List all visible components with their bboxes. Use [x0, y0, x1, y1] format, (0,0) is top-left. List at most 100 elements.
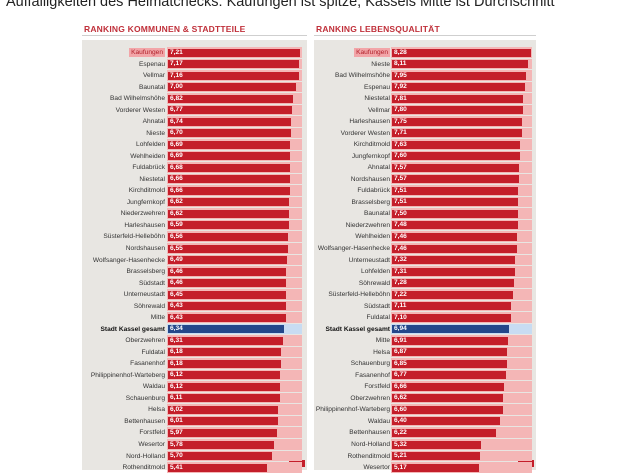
category-label: Fuldabrück — [132, 164, 165, 172]
category-label: Niestetal — [364, 95, 390, 103]
chart-row: Kaufungen 8,28 — [314, 47, 536, 59]
value-label: 6,91 — [394, 336, 407, 344]
category-label: Rothenditmold — [347, 452, 390, 460]
chart-row: Oberzwehren 6,31 — [82, 335, 307, 347]
category-label: Unterneustadt — [348, 256, 390, 264]
chart-row: Kirchditmold 6,66 — [82, 185, 307, 197]
chart-row: Lohfelden 6,69 — [82, 139, 307, 151]
chart-title: RANKING KOMMUNEN & STADTTEILE — [84, 24, 246, 34]
bar: 7,22 — [392, 290, 514, 299]
category-label: Nieste — [146, 129, 165, 137]
value-label: 6,18 — [170, 359, 183, 367]
category-label: Forstfeld — [364, 383, 390, 391]
category-label: Fuldatal — [141, 348, 165, 356]
bar: 6,62 — [168, 198, 290, 207]
category-label: Oberzwehren — [125, 337, 165, 345]
bar: 6,12 — [168, 371, 280, 380]
category-label: Wolfsanger-Hasenhecke — [92, 256, 165, 264]
bar: 7,00 — [168, 83, 297, 92]
chart-row: Philippinenhof-Warteberg 6,12 — [82, 369, 307, 382]
bar: 5,32 — [392, 440, 482, 449]
chart-row: Nieste 6,70 — [82, 127, 307, 140]
bar: 7,95 — [392, 71, 526, 80]
category-label: Niestetal — [139, 175, 165, 183]
value-label: 7,95 — [394, 71, 407, 79]
category-label: Süsterfeld-Helleböhn — [328, 291, 390, 299]
bar: 5,78 — [168, 440, 274, 449]
chart-row: Nordshausen 6,55 — [82, 243, 307, 255]
category-label: Wesertor — [363, 464, 390, 472]
bar: 6,77 — [392, 371, 506, 380]
category-label: Nordshausen — [350, 175, 390, 183]
value-label: 6,82 — [170, 94, 183, 102]
bar: 6,62 — [168, 209, 290, 218]
value-label: 6,60 — [394, 405, 407, 413]
chart-row: Rothenditmold 5,21 — [314, 450, 536, 463]
chart-row: Forstfeld 6,66 — [314, 381, 536, 393]
category-label: Niederzwehren — [345, 221, 390, 229]
category-label: Forstfeld — [139, 429, 165, 437]
value-label: 7,28 — [394, 279, 407, 287]
chart-row: Südstadt 7,11 — [314, 300, 536, 313]
bar: 6,59 — [168, 221, 289, 230]
category-label: Espenau — [363, 83, 390, 91]
bar: 6,85 — [392, 359, 508, 368]
category-label: Ahnatal — [367, 164, 390, 172]
bar: 6,70 — [168, 129, 291, 138]
value-label: 7,57 — [394, 163, 407, 171]
bar: 5,17 — [392, 463, 479, 472]
value-label: 6,46 — [170, 279, 183, 287]
chart-row: Bad Wilhelmshöhe 7,95 — [314, 70, 536, 82]
category-label: Schauenburg — [125, 394, 165, 402]
value-label: 5,41 — [170, 463, 183, 471]
value-label: 6,46 — [170, 267, 183, 275]
chart-row: Vorderer Westen 7,71 — [314, 127, 536, 140]
value-label: 6,59 — [170, 221, 183, 229]
value-label: 5,78 — [170, 440, 183, 448]
value-label: 6,66 — [170, 186, 183, 194]
category-label: Stadt Kassel gesamt — [100, 325, 166, 333]
chart-row: Niestetal 6,66 — [82, 173, 307, 186]
chart-row: Mitte 6,43 — [82, 312, 307, 324]
category-label: Lohfelden — [136, 141, 165, 149]
category-label: Vellmar — [368, 106, 390, 114]
category-label: Jungfernkopf — [126, 198, 165, 206]
chart-row: Forstfeld 5,97 — [82, 427, 307, 439]
value-label: 6,66 — [394, 382, 407, 390]
bar: 6,62 — [392, 394, 504, 403]
chart-row: Ahnatal 6,74 — [82, 116, 307, 128]
chart-row: Brasselsberg 6,46 — [82, 266, 307, 278]
category-label: Niederzwehren — [120, 210, 165, 218]
category-label: Vellmar — [143, 72, 165, 80]
category-label: Fuldabrück — [357, 187, 390, 195]
bar: 7,51 — [392, 198, 519, 207]
bar: 6,68 — [168, 163, 291, 172]
category-label: Nord-Holland — [126, 452, 165, 460]
chart-row: Fuldatal 6,18 — [82, 346, 307, 359]
value-label: 7,21 — [170, 48, 183, 56]
value-label: 7,51 — [394, 198, 407, 206]
chart-row: Wehlheiden 6,69 — [82, 150, 307, 163]
category-label: Nord-Holland — [351, 441, 390, 449]
category-label: Bettenhausen — [124, 417, 165, 425]
chart-row: Waldau 6,12 — [82, 381, 307, 393]
category-label: Oberzwehren — [350, 394, 390, 402]
value-label: 6,49 — [170, 256, 183, 264]
bar: 6,22 — [392, 428, 497, 437]
category-label: Südstadt — [138, 279, 165, 287]
bar: 6,31 — [168, 336, 284, 345]
bar: 7,81 — [392, 94, 524, 103]
value-label: 6,74 — [170, 117, 183, 125]
chart-row: Stadt Kassel gesamt 6,94 — [314, 323, 536, 336]
chart-row: Vellmar 7,16 — [82, 70, 307, 82]
chart-row: Bad Wilhelmshöhe 6,82 — [82, 93, 307, 105]
value-label: 5,21 — [394, 452, 407, 460]
chart-row: Wesertor 5,78 — [82, 439, 307, 451]
chart-title: RANKING LEBENSQUALITÄT — [316, 24, 440, 34]
chart-row: Fuldabrück 7,51 — [314, 185, 536, 197]
value-label: 8,28 — [394, 48, 407, 56]
value-label: 7,32 — [394, 256, 407, 264]
bar: 6,46 — [168, 267, 287, 276]
chart-row: Kirchditmold 7,63 — [314, 139, 536, 151]
chart-row: Ahnatal 7,57 — [314, 162, 536, 174]
